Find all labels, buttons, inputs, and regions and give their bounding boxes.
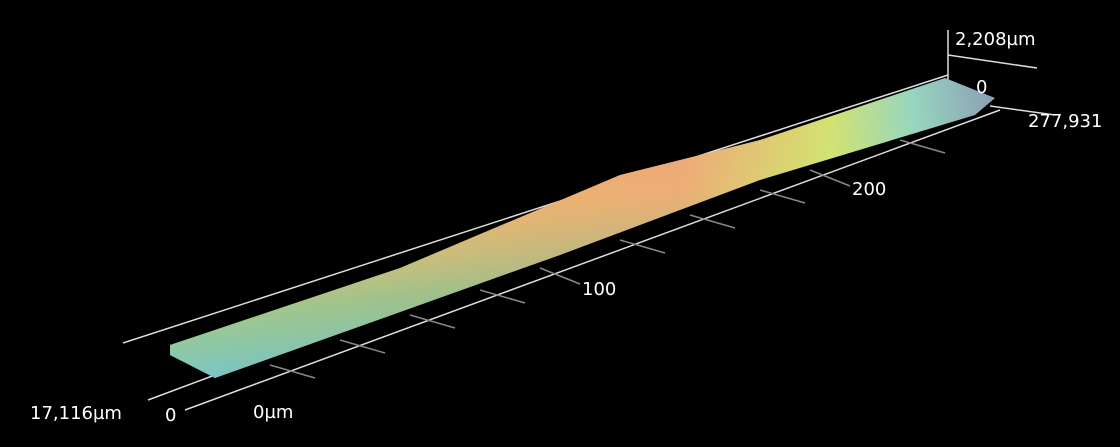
x-origin-label: 0µm xyxy=(253,402,293,423)
x-axis xyxy=(184,109,1001,411)
x-end-line xyxy=(989,105,1056,116)
tick xyxy=(899,139,946,154)
tick xyxy=(339,339,386,354)
tick xyxy=(809,169,851,187)
surface xyxy=(170,78,995,378)
tick xyxy=(269,364,316,379)
tick xyxy=(759,189,806,204)
back-edge xyxy=(122,74,949,344)
tick xyxy=(689,214,736,229)
y-origin-label: 0 xyxy=(165,405,176,426)
x-max-label: 277,931 xyxy=(1028,111,1102,132)
x-ticks xyxy=(269,139,946,379)
tick xyxy=(539,267,581,285)
x-tick-label: 100 xyxy=(582,279,616,300)
z-origin-label: 0 xyxy=(976,77,987,98)
tick xyxy=(409,314,456,329)
y-axis xyxy=(147,374,216,401)
tick xyxy=(479,289,526,304)
tick xyxy=(619,239,666,254)
z-max-label: 2,208µm xyxy=(955,29,1036,50)
z-axis-top xyxy=(947,54,1038,69)
y-max-label: 17,116µm xyxy=(30,403,122,424)
surface-shade xyxy=(170,78,995,378)
x-tick-label: 200 xyxy=(852,179,886,200)
